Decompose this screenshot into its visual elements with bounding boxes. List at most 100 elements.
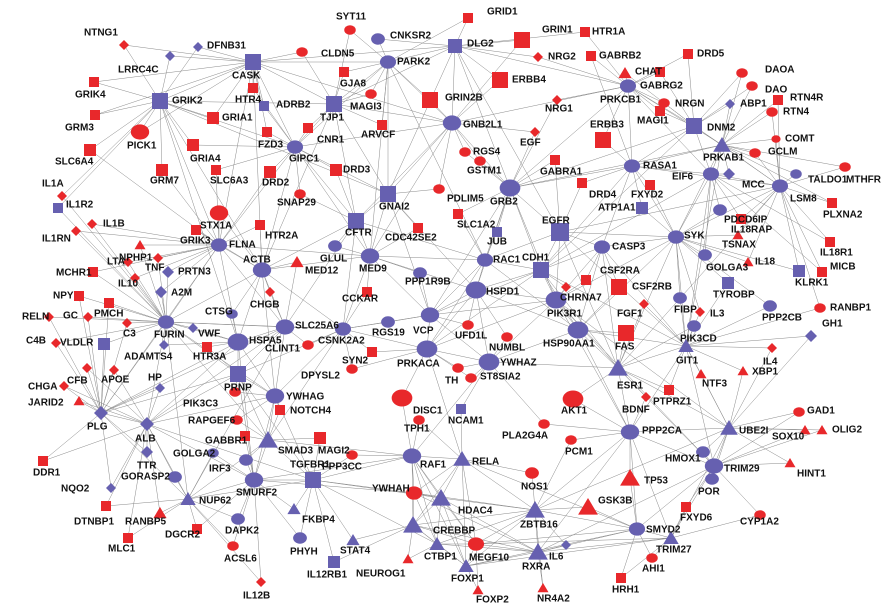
node-square (453, 209, 463, 219)
node-label: APOE (101, 375, 130, 386)
edge (438, 122, 453, 190)
node-label: FAS (615, 342, 635, 353)
node-square (492, 72, 508, 88)
node-diamond (44, 312, 54, 322)
edge (333, 103, 389, 195)
edge (100, 343, 105, 414)
node-label: CNKSR2 (390, 31, 432, 42)
edge (165, 321, 269, 441)
node-label: CHRNA7 (560, 293, 602, 304)
node-triangle (180, 492, 196, 505)
node-label: CLINT1 (265, 344, 300, 355)
edge (779, 166, 846, 187)
edge (488, 299, 557, 363)
node-triangle (453, 451, 471, 466)
edge (675, 144, 723, 238)
edge (123, 44, 254, 63)
node-square (367, 347, 377, 357)
edge (139, 244, 167, 323)
node-circle (344, 25, 356, 35)
edge (253, 479, 262, 583)
edge (617, 345, 687, 369)
edge (713, 429, 823, 467)
node-square (636, 202, 648, 214)
node-triangle (429, 537, 445, 550)
node-label: HINT1 (797, 469, 826, 480)
edge (253, 479, 301, 539)
edge (369, 255, 431, 316)
node-square (664, 385, 674, 395)
edge (412, 458, 463, 526)
edge (252, 61, 268, 133)
edge (261, 269, 276, 397)
edge (165, 269, 263, 323)
node-diamond (552, 95, 562, 105)
edge (333, 103, 453, 124)
node-label: PPP3CC (322, 462, 362, 473)
edge (601, 165, 633, 248)
edge (187, 498, 234, 547)
edge (55, 321, 167, 344)
edge (294, 146, 357, 222)
node-label: DAOA (765, 65, 794, 76)
edge (747, 185, 781, 263)
node-diamond (256, 577, 266, 587)
edge (577, 329, 631, 433)
node-triangle (525, 501, 545, 518)
node-square (681, 502, 691, 512)
node-label: HTR4 (235, 95, 262, 106)
node-circle (229, 387, 241, 397)
node-label: ESR1 (617, 381, 644, 392)
edge (93, 81, 161, 102)
node-label: RGS4 (473, 147, 501, 158)
edge (617, 325, 695, 369)
edge (103, 321, 167, 345)
node-circle (130, 124, 150, 140)
edge (559, 185, 781, 233)
node-label: PICK1 (127, 141, 157, 152)
edge (42, 423, 148, 462)
edge (728, 335, 812, 429)
node-label: CTSG (205, 307, 233, 318)
node-circle (402, 448, 422, 464)
edge (100, 244, 220, 414)
edge (342, 220, 357, 330)
edge (451, 122, 536, 133)
node-circle (413, 267, 427, 279)
edge (620, 537, 672, 579)
edge (721, 144, 846, 168)
node-square (463, 13, 473, 23)
node-triangle (742, 257, 754, 267)
edge (555, 246, 603, 301)
node-label: GSK3B (598, 496, 632, 507)
edge (700, 373, 730, 429)
node-diamond (106, 483, 116, 493)
node-circle (210, 238, 228, 252)
edge (685, 335, 812, 347)
node-label: GABRA1 (540, 167, 583, 178)
node-label: MTHFR (846, 175, 882, 186)
labels: GRID1 NTNG1 DFNB31 LRRC4C SYT11 CLDN5 CNKSR2 DL… (22, 7, 882, 604)
node-label: MCHR1 (56, 268, 92, 279)
node-triangle (537, 583, 549, 593)
edge (636, 465, 715, 530)
edge (454, 45, 539, 58)
node-square (104, 298, 114, 308)
node-circle (478, 353, 500, 371)
edge (693, 72, 743, 127)
edge (617, 367, 670, 391)
edge (710, 173, 742, 220)
node-circle (452, 363, 464, 373)
nodes (38, 13, 851, 595)
edge (534, 431, 631, 511)
node-diamond (188, 323, 198, 333)
edge (779, 185, 800, 272)
node-circle (239, 454, 253, 466)
edge (355, 122, 453, 222)
edge (704, 173, 712, 256)
node-label: CTBP1 (424, 552, 457, 563)
edge (570, 431, 631, 441)
edge (333, 61, 389, 105)
edge (440, 497, 539, 553)
